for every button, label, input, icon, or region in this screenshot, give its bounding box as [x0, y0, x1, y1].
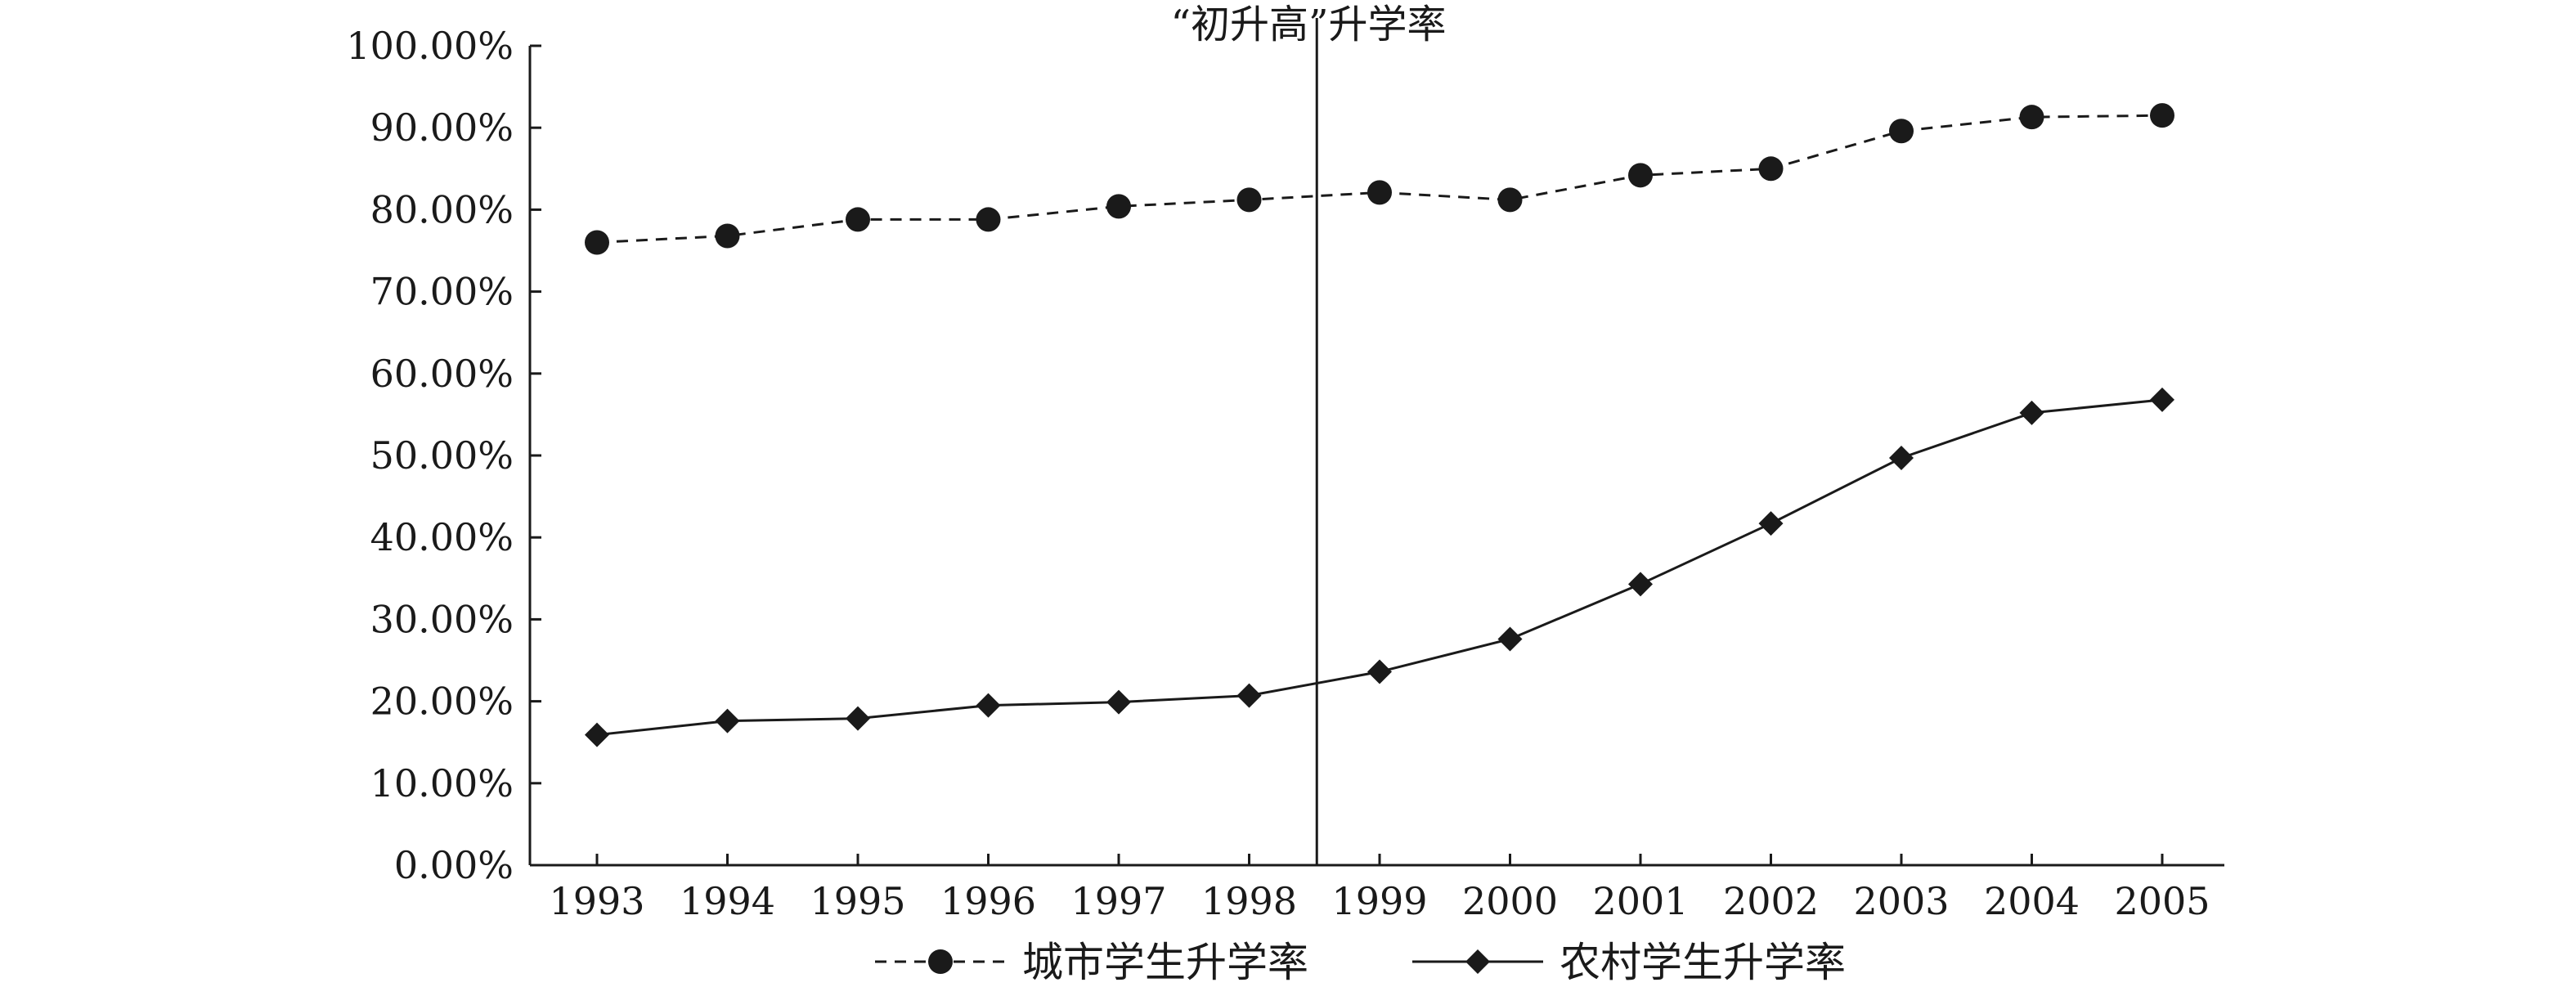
- data-point: [1628, 572, 1653, 597]
- data-point: [1628, 163, 1653, 188]
- x-tick-label: 2003: [1853, 879, 1949, 923]
- data-point: [715, 708, 740, 734]
- x-ticks: 1993 1994 1995 1996 1997 1998 1999 2000 2001 2002…: [549, 854, 2210, 923]
- y-tick-label: 60.00%: [370, 352, 514, 396]
- legend-item: 农村学生升学率: [1412, 939, 1846, 986]
- y-tick-label: 40.00%: [370, 515, 514, 559]
- data-point: [1236, 187, 1262, 213]
- data-point: [846, 706, 870, 731]
- data-point: [1497, 187, 1523, 213]
- legend-swatch-marker: [928, 949, 953, 974]
- data-point: [1758, 156, 1784, 182]
- data-point: [976, 207, 1001, 232]
- x-tick-label: 1997: [1070, 879, 1166, 923]
- x-tick-label: 2004: [1984, 879, 2080, 923]
- data-point: [715, 223, 740, 249]
- data-point: [2019, 400, 2044, 425]
- y-tick-label: 0.00%: [394, 843, 514, 887]
- y-tick-label: 70.00%: [370, 270, 514, 314]
- y-tick-label: 50.00%: [370, 433, 514, 478]
- y-tick-label: 90.00%: [370, 105, 514, 150]
- series-line: [596, 398, 2163, 737]
- data-point: [2019, 105, 2044, 130]
- data-point: [2150, 387, 2174, 412]
- y-ticks: 0.00% 10.00% 20.00% 30.00% 40.00% 50.00% 60.00…: [346, 24, 541, 887]
- data-point: [1889, 446, 1914, 471]
- legend-label: 城市学生升学率: [1022, 939, 1308, 986]
- series-2: [585, 387, 2174, 747]
- y-tick-label: 10.00%: [370, 761, 514, 805]
- legend: 城市学生升学率 农村学生升学率: [875, 939, 1846, 986]
- chart-title: “初升高”升学率: [1170, 2, 1446, 47]
- plot-area: 0.00% 10.00% 20.00% 30.00% 40.00% 50.00% 60.00…: [346, 18, 2224, 923]
- data-point: [976, 693, 1001, 718]
- series-line: [596, 114, 2163, 244]
- series-1: [585, 103, 2174, 255]
- series-layer: [585, 103, 2174, 747]
- y-tick-label: 100.00%: [346, 24, 514, 68]
- data-point: [585, 722, 609, 747]
- x-tick-label: 1994: [680, 879, 775, 923]
- x-tick-label: 2002: [1723, 879, 1819, 923]
- y-tick-label: 30.00%: [370, 597, 514, 641]
- x-tick-label: 1995: [810, 879, 905, 923]
- y-tick-label: 20.00%: [370, 680, 514, 724]
- data-point: [1106, 194, 1131, 219]
- data-point: [1236, 683, 1262, 708]
- data-point: [1497, 626, 1523, 652]
- data-point: [2150, 103, 2174, 128]
- x-tick-label: 1993: [549, 879, 644, 923]
- x-tick-label: 1999: [1331, 879, 1427, 923]
- legend-label: 农村学生升学率: [1560, 939, 1846, 986]
- data-point: [1758, 511, 1784, 536]
- x-tick-label: 2000: [1462, 879, 1558, 923]
- data-point: [1367, 180, 1392, 205]
- data-point: [1106, 689, 1131, 715]
- x-tick-label: 1996: [940, 879, 1036, 923]
- legend-swatch-marker: [1465, 949, 1490, 974]
- data-point: [1889, 119, 1914, 144]
- x-tick-label: 2005: [2114, 879, 2210, 923]
- x-tick-label: 2001: [1592, 879, 1688, 923]
- x-tick-label: 1998: [1201, 879, 1297, 923]
- data-point: [1367, 659, 1392, 684]
- data-point: [585, 230, 609, 255]
- data-point: [846, 207, 870, 232]
- legend-item: 城市学生升学率: [875, 939, 1308, 986]
- y-tick-label: 80.00%: [370, 187, 514, 231]
